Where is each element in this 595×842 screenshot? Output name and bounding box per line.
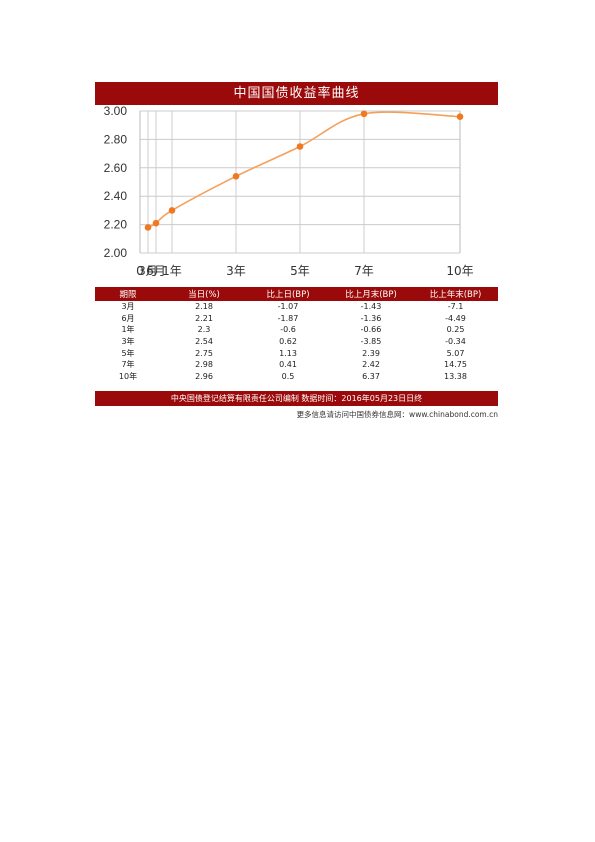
data-point-3年 (232, 173, 240, 180)
table-cell: -3.85 (360, 337, 382, 347)
col-header-today: 当日(%) (161, 287, 247, 301)
source-footer: 中央国债登记结算有限责任公司编制 数据时间：2016年05月23日日终 (95, 391, 498, 406)
table-cell: 1.13 (279, 348, 297, 358)
table-row: 3年 2.54 0.62 -3.85 -0.34 (95, 336, 498, 348)
y-tick-label: 3.00 (104, 105, 128, 118)
table-row: 1年 2.3 -0.6 -0.66 0.25 (95, 324, 498, 336)
y-tick-label: 2.60 (104, 161, 128, 175)
series-points (144, 110, 464, 231)
table-row: 6月 2.21 -1.87 -1.36 -4.49 (95, 313, 498, 325)
table-cell: -4.49 (445, 313, 466, 323)
table-cell: 2.39 (362, 348, 380, 358)
table-cell: -1.36 (360, 313, 382, 323)
x-tick-label: 1年 (162, 264, 182, 278)
table-cell: -0.34 (445, 337, 466, 347)
table-cell: 6.37 (362, 371, 380, 381)
x-tick-label: 3月 (138, 264, 158, 278)
table-row: 3月 2.18 -1.07 -1.43 -7.1 (95, 301, 498, 313)
table-cell: 5.07 (446, 348, 465, 358)
table-row: 10年 2.96 0.5 6.37 13.38 (95, 371, 498, 383)
x-tick-label: 5年 (290, 264, 310, 278)
table-cell: 0.41 (279, 360, 297, 370)
x-tick-label: 7年 (354, 264, 374, 278)
table-row: 5年 2.75 1.13 2.39 5.07 (95, 347, 498, 359)
data-point-3月 (144, 224, 152, 231)
table-cell: -0.66 (360, 325, 382, 335)
table-cell: 2.3 (197, 325, 211, 335)
table-cell: 2.96 (195, 371, 213, 381)
series-line (147, 111, 461, 229)
table-cell: -0.6 (280, 325, 296, 335)
x-tick-label: 10年 (446, 264, 473, 278)
table-cell: 3月 (121, 302, 135, 312)
table-row: 7年 2.98 0.41 2.42 14.75 (95, 359, 498, 371)
col-header-term: 期限 (95, 287, 161, 301)
table-cell: -1.43 (360, 302, 382, 312)
data-point-1年 (168, 207, 176, 214)
table-cell: -1.87 (277, 313, 299, 323)
table-cell: 13.38 (444, 371, 467, 381)
y-tick-label: 2.80 (104, 132, 128, 146)
table-cell: 10年 (118, 371, 138, 381)
x-tick-label: 0 (136, 264, 144, 278)
table-cell: 2.75 (195, 348, 213, 358)
table-cell: 2.98 (195, 360, 213, 370)
data-point-6月 (152, 219, 160, 227)
table-cell: 2.42 (362, 360, 380, 370)
table-cell: 6月 (121, 313, 135, 323)
data-point-7年 (360, 110, 368, 118)
table-cell: 2.54 (195, 337, 213, 347)
yield-table: 期限 当日(%) 比上日(BP) 比上月末(BP) 比上年末(BP) 3月 2.1… (95, 287, 498, 382)
table-cell: 14.75 (444, 360, 467, 370)
x-tick-label: 6月 (146, 264, 166, 278)
table-cell: 1年 (121, 325, 135, 335)
y-tick-label: 2.20 (104, 218, 128, 232)
y-axis-ticks: 2.00 2.20 2.40 2.60 2.80 3.00 (104, 105, 128, 260)
table-cell: -7.1 (447, 302, 464, 312)
table-cell: 2.18 (195, 302, 213, 312)
table-cell: 0.62 (279, 337, 297, 347)
table-cell: 0.25 (446, 325, 465, 335)
data-point-10年 (456, 113, 464, 120)
y-tick-label: 2.00 (104, 246, 128, 260)
col-header-vs-prev-day: 比上日(BP) (247, 287, 329, 301)
chart-grid (139, 110, 461, 254)
col-header-vs-month-end: 比上月末(BP) (329, 287, 413, 301)
more-info-link[interactable]: 更多信息请访问中国债券信息网：www.chinabond.com.cn (296, 410, 498, 419)
table-cell: 7年 (121, 360, 135, 370)
table-cell: 0.5 (281, 371, 295, 381)
chart-title: 中国国债收益率曲线 (95, 82, 498, 105)
data-point-5年 (296, 143, 304, 150)
x-tick-label: 3年 (226, 264, 246, 278)
table-cell: 3年 (121, 337, 135, 347)
col-header-vs-year-end: 比上年末(BP) (413, 287, 498, 301)
table-cell: -1.07 (277, 302, 299, 312)
y-tick-label: 2.40 (104, 189, 128, 203)
table-cell: 5年 (121, 348, 135, 358)
table-cell: 2.21 (195, 313, 213, 323)
table-header-row: 期限 当日(%) 比上日(BP) 比上月末(BP) 比上年末(BP) (95, 287, 498, 301)
